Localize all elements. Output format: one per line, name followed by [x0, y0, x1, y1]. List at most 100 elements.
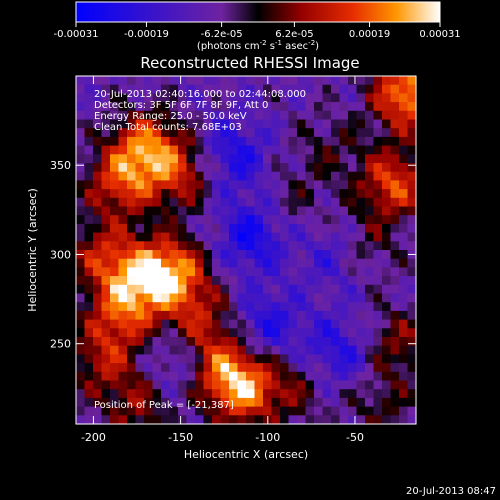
heatmap-cell [169, 163, 179, 173]
heatmap-cell [144, 302, 154, 312]
heatmap-cell [169, 145, 179, 155]
heatmap-cell [84, 371, 94, 382]
heatmap-cell [220, 258, 230, 268]
heatmap-cell [263, 310, 273, 321]
colorbar: -0.00031 -0.00019 -6.2e-05 6.2e-05 0.00019 0.… [54, 1, 461, 52]
heatmap-cell [322, 180, 332, 190]
x-tick-label: -50 [346, 431, 364, 444]
heatmap-cell [314, 241, 324, 251]
heatmap-cell [195, 267, 205, 277]
heatmap-cell [373, 380, 383, 390]
heatmap-cell [178, 215, 188, 225]
heatmap-cell [237, 397, 247, 408]
heatmap-cell [382, 406, 392, 416]
heatmap-cell [322, 284, 332, 295]
heatmap-cell [229, 197, 239, 208]
heatmap-cell [203, 363, 213, 373]
heatmap-cell [288, 93, 298, 103]
heatmap-cell [161, 76, 171, 86]
heatmap-cell [356, 319, 366, 329]
heatmap-cell [271, 345, 281, 355]
heatmap-cell [118, 284, 128, 295]
heatmap-cell [365, 154, 375, 164]
heatmap-cell [263, 319, 273, 329]
heatmap-cell [348, 76, 358, 86]
heatmap-cell [169, 76, 179, 86]
heatmap-cell [93, 223, 103, 234]
heatmap-cell [348, 371, 358, 382]
heatmap-cell [246, 319, 256, 329]
heatmap-cell [356, 206, 366, 216]
y-axis-label: Heliocentric Y (arcsec) [26, 188, 39, 312]
heatmap-cell [178, 250, 188, 260]
heatmap-cell [382, 397, 392, 408]
heatmap-cell [263, 397, 273, 408]
heatmap-cell [144, 284, 154, 295]
heatmap-cell [348, 136, 358, 147]
heatmap-cell [195, 415, 205, 425]
heatmap-cell [229, 215, 239, 225]
heatmap-cell [280, 337, 290, 347]
heatmap-cell [212, 215, 222, 225]
heatmap-cell [280, 345, 290, 355]
heatmap-cell [373, 215, 383, 225]
heatmap-cell [203, 389, 213, 399]
heatmap-cell [271, 145, 281, 155]
heatmap-cell [246, 180, 256, 190]
heatmap-cell [178, 206, 188, 216]
heatmap-cell [237, 136, 247, 147]
heatmap-cell [76, 171, 86, 181]
heatmap-cell [76, 76, 86, 86]
heatmap-cell [288, 215, 298, 225]
heatmap-cell [322, 310, 332, 321]
heatmap-cell [93, 276, 103, 286]
heatmap-cell [271, 206, 281, 216]
heatmap-cell [110, 406, 120, 416]
heatmap-cell [135, 215, 145, 225]
heatmap-cell [169, 215, 179, 225]
heatmap-cell [84, 110, 94, 121]
heatmap-cell [288, 284, 298, 295]
heatmap-cell [186, 171, 196, 181]
heatmap-cell [203, 241, 213, 251]
heatmap-cell [178, 76, 188, 86]
heatmap-cell [203, 119, 213, 129]
heatmap-cell [280, 302, 290, 312]
heatmap-cell [237, 119, 247, 129]
heatmap-cell [152, 128, 162, 138]
heatmap-cell [314, 110, 324, 121]
heatmap-cell [127, 371, 137, 382]
heatmap-cell [246, 154, 256, 164]
heatmap-cell [288, 293, 298, 303]
heatmap-cell [186, 197, 196, 208]
heatmap-cell [93, 102, 103, 112]
heatmap-cell [348, 328, 358, 338]
heatmap-cell [212, 84, 222, 94]
heatmap-cell [178, 406, 188, 416]
heatmap-cell [331, 119, 341, 129]
heatmap-cell [348, 206, 358, 216]
heatmap-cell [246, 206, 256, 216]
heatmap-cell [390, 119, 400, 129]
heatmap-cell [271, 328, 281, 338]
heatmap-cell [203, 354, 213, 364]
heatmap-cell [390, 189, 400, 199]
heatmap-cell [161, 241, 171, 251]
heatmap-cell [288, 197, 298, 208]
heatmap-cell [212, 389, 222, 399]
heatmap-cell [365, 389, 375, 399]
heatmap-cell [237, 363, 247, 373]
heatmap-cell [280, 397, 290, 408]
heatmap-cell [365, 180, 375, 190]
heatmap-cell [339, 241, 349, 251]
heatmap-cell [314, 337, 324, 347]
heatmap-cell [263, 241, 273, 251]
heatmap-cell [135, 163, 145, 173]
heatmap-cell [76, 415, 86, 425]
heatmap-cell [144, 363, 154, 373]
heatmap-cell [76, 389, 86, 399]
heatmap-cell [254, 284, 264, 295]
heatmap-cell [161, 145, 171, 155]
heatmap-cell [169, 197, 179, 208]
heatmap-cell [305, 258, 315, 268]
